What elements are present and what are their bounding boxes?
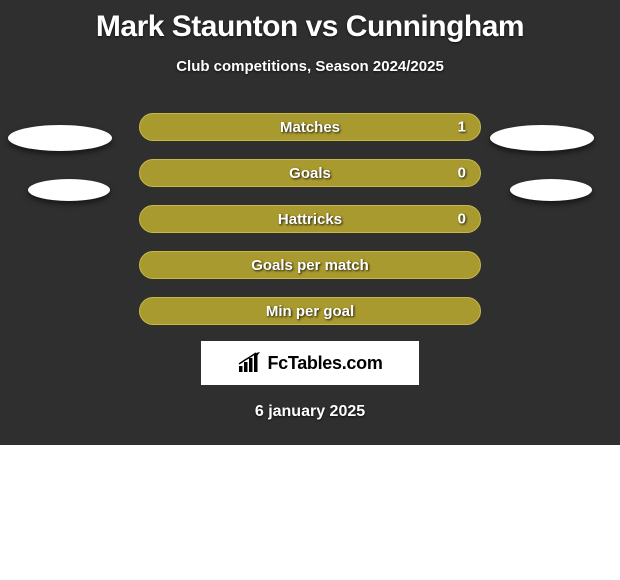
bar-chart-icon [237, 352, 263, 374]
decor-disc [8, 125, 112, 151]
stat-value: 0 [458, 165, 466, 182]
brand-name: FcTables.com [267, 353, 382, 374]
decor-disc [490, 125, 594, 151]
stat-row-goals-per-match: Goals per match [139, 251, 481, 279]
stat-row-min-per-goal: Min per goal [139, 297, 481, 325]
footer-date: 6 january 2025 [0, 403, 620, 421]
stat-row-hattricks: Hattricks 0 [139, 205, 481, 233]
stat-label: Goals per match [251, 257, 369, 274]
decor-disc [28, 179, 110, 201]
blank-area [0, 445, 620, 580]
stat-label: Hattricks [278, 211, 342, 228]
stat-value: 1 [458, 119, 466, 136]
stats-card: Mark Staunton vs Cunningham Club competi… [0, 0, 620, 445]
stat-value: 0 [458, 211, 466, 228]
stat-row-goals: Goals 0 [139, 159, 481, 187]
stat-label: Goals [289, 165, 331, 182]
brand-box: FcTables.com [201, 341, 419, 385]
decor-disc [510, 179, 592, 201]
page-title: Mark Staunton vs Cunningham [0, 0, 620, 44]
stat-label: Matches [280, 119, 340, 136]
stat-row-matches: Matches 1 [139, 113, 481, 141]
stat-label: Min per goal [266, 303, 354, 320]
subtitle: Club competitions, Season 2024/2025 [0, 58, 620, 75]
